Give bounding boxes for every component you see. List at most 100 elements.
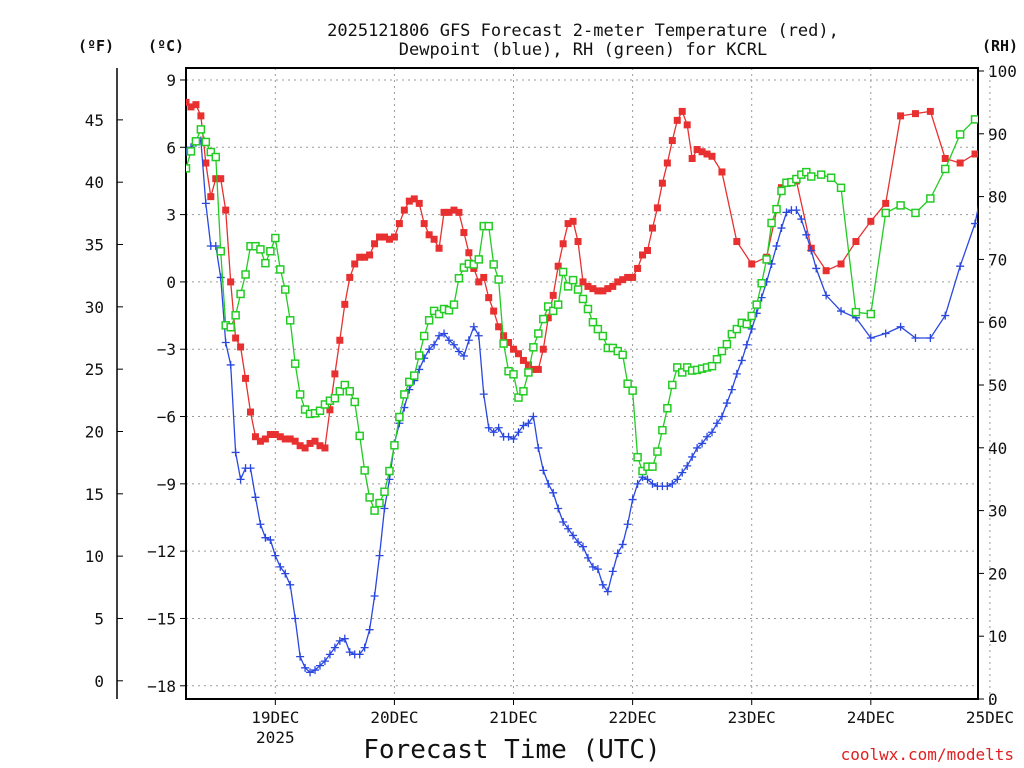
x-tick-label: 19DEC bbox=[251, 708, 299, 727]
temperature-point bbox=[658, 179, 666, 187]
rh-point bbox=[881, 208, 890, 218]
temperature-point bbox=[589, 285, 597, 293]
temperature-point bbox=[584, 282, 592, 290]
dewpoint-point bbox=[514, 428, 523, 437]
f-tick-label: 15 bbox=[85, 485, 104, 504]
dewpoint-point bbox=[365, 625, 374, 634]
rh-point bbox=[499, 339, 508, 348]
rh-point bbox=[529, 343, 538, 352]
dewpoint-point bbox=[971, 219, 978, 228]
x-tick-label: 22DEC bbox=[609, 708, 657, 727]
temperature-point bbox=[673, 116, 681, 124]
temperature-point bbox=[678, 107, 686, 115]
rh-point bbox=[424, 316, 434, 325]
rh-point bbox=[970, 115, 978, 124]
temperature-point bbox=[748, 260, 756, 268]
rh-tick-label: 80 bbox=[988, 188, 1007, 207]
temperature-point bbox=[594, 287, 602, 295]
rh-point bbox=[548, 306, 558, 316]
dewpoint-point bbox=[464, 336, 473, 345]
rh-point bbox=[792, 174, 801, 184]
dewpoint-point bbox=[335, 636, 344, 645]
dewpoint-point bbox=[593, 565, 602, 574]
temperature-point bbox=[614, 278, 622, 286]
temperature-point bbox=[207, 193, 215, 201]
rh-point bbox=[524, 368, 533, 377]
dewpoint-point bbox=[474, 331, 483, 340]
rh-tick-label: 60 bbox=[988, 313, 1007, 332]
c-tick-label: 6 bbox=[166, 138, 176, 157]
dewpoint-point bbox=[708, 428, 717, 437]
left-c-unit: (ºC) bbox=[148, 37, 184, 55]
rh-point bbox=[940, 164, 950, 174]
temperature-point bbox=[366, 251, 374, 259]
temperature-point bbox=[718, 168, 726, 176]
dewpoint-point bbox=[574, 538, 583, 547]
c-tick-label: −3 bbox=[157, 340, 176, 359]
dewpoint-point bbox=[301, 663, 310, 672]
dewpoint-point bbox=[812, 264, 821, 273]
dewpoint-point bbox=[345, 648, 354, 657]
dewpoint-point bbox=[519, 421, 528, 430]
rh-point bbox=[201, 137, 211, 147]
dewpoint-point bbox=[737, 356, 746, 365]
rh-point bbox=[360, 466, 369, 475]
dewpoint-point bbox=[837, 307, 846, 316]
rh-point bbox=[722, 339, 732, 349]
temperature-point bbox=[380, 233, 388, 241]
rh-point bbox=[836, 183, 846, 193]
dewpoint-point bbox=[807, 246, 816, 255]
rh-point bbox=[434, 309, 444, 319]
temperature-point bbox=[624, 273, 632, 281]
rh-point bbox=[191, 137, 201, 146]
rh-point bbox=[469, 260, 479, 269]
rh-point bbox=[677, 368, 687, 377]
temperature-point bbox=[222, 206, 230, 214]
temperature-point bbox=[261, 435, 269, 443]
c-tick-label: −6 bbox=[157, 408, 176, 427]
temperature-point bbox=[192, 101, 200, 109]
temperature-point bbox=[256, 437, 264, 445]
temperature-point bbox=[237, 343, 245, 351]
temperature-point bbox=[212, 175, 220, 183]
dewpoint-point bbox=[504, 432, 513, 441]
rh-point bbox=[826, 173, 836, 183]
temperature-point bbox=[683, 121, 691, 129]
dewpoint-point bbox=[330, 643, 339, 652]
rh-point bbox=[727, 329, 737, 339]
temperature-point bbox=[197, 112, 205, 120]
rh-point bbox=[290, 359, 300, 368]
temperature-point bbox=[911, 110, 919, 118]
dewpoint-point bbox=[866, 334, 875, 343]
rh-point bbox=[747, 311, 756, 321]
f-tick-label: 35 bbox=[85, 236, 104, 255]
dewpoint-point bbox=[385, 475, 394, 484]
dewpoint-point bbox=[375, 551, 384, 560]
temperature-point bbox=[361, 253, 369, 261]
dewpoint-point bbox=[648, 479, 657, 488]
temperature-point bbox=[390, 233, 398, 241]
dewpoint-point bbox=[583, 553, 592, 562]
rh-point bbox=[752, 300, 761, 309]
right-rh-unit: (RH) bbox=[982, 37, 1018, 55]
rh-point bbox=[816, 170, 826, 179]
dewpoint-point bbox=[578, 542, 587, 551]
dewpoint-point bbox=[320, 657, 329, 666]
temperature-point bbox=[430, 235, 438, 243]
x-tick-label: 21DEC bbox=[489, 708, 537, 727]
temperature-point bbox=[395, 220, 403, 228]
rh-point bbox=[583, 304, 593, 314]
rh-point bbox=[350, 397, 359, 407]
dewpoint-point bbox=[296, 652, 305, 661]
dewpoint-point bbox=[772, 242, 781, 251]
gridlines bbox=[186, 68, 991, 699]
rh-point bbox=[767, 218, 776, 228]
series-temperature bbox=[186, 98, 978, 452]
temperature-point bbox=[579, 278, 587, 286]
temperature-point bbox=[574, 238, 582, 246]
dewpoint-point bbox=[251, 493, 260, 502]
dewpoint-point bbox=[693, 443, 702, 452]
rh-point bbox=[598, 331, 608, 341]
temperature-point bbox=[296, 442, 304, 450]
rh-point bbox=[365, 493, 374, 502]
